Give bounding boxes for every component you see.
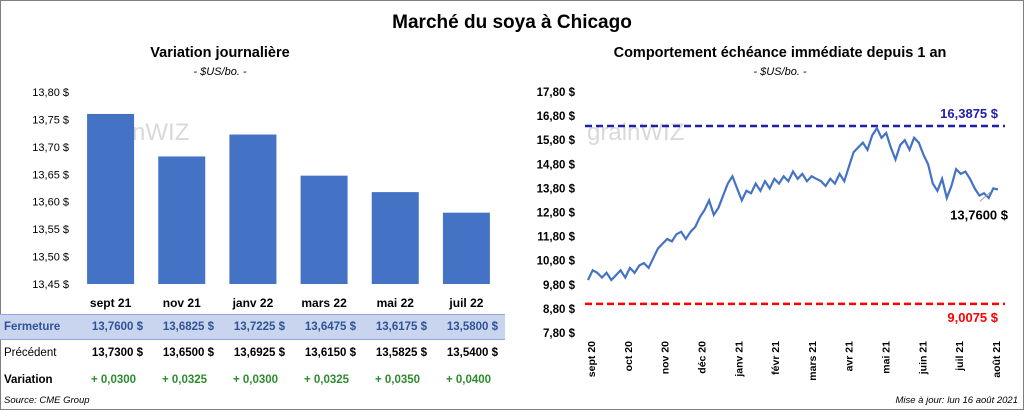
table-cell: 13,6475 $ <box>304 321 356 333</box>
x-tick-label: sept 20 <box>586 341 598 377</box>
y-tick-label: 13,80 $ <box>32 87 69 99</box>
last-value-label: 13,7600 $ <box>950 207 1009 222</box>
table-cell: 13,7225 $ <box>233 321 285 333</box>
table-cell: 13,6925 $ <box>233 347 285 359</box>
table-cell: + 0,0400 <box>445 374 492 386</box>
source-note: Source: CME Group <box>4 395 90 406</box>
x-tick-label: mai 22 <box>377 296 415 310</box>
y-tick-label: 10,80 $ <box>537 256 576 268</box>
x-tick-label: juil 21 <box>954 341 966 372</box>
y-tick-label: 13,70 $ <box>32 142 69 154</box>
x-tick-label: mars 22 <box>301 296 347 310</box>
left-chart-title: Variation journalière <box>150 45 290 61</box>
table-cell: + 0,0300 <box>232 374 279 386</box>
y-tick-label: 17,80 $ <box>537 87 576 99</box>
y-tick-label: 12,80 $ <box>537 208 576 220</box>
x-tick-label: oct 20 <box>623 341 635 372</box>
x-tick-label: juil 22 <box>448 296 483 310</box>
x-tick-label: mai 21 <box>881 341 893 374</box>
table-row-variation: Variation + 0,0300 + 0,0325 + 0,0300 + 0… <box>0 368 505 392</box>
row-label: Variation <box>4 374 53 386</box>
x-tick-label: sept 21 <box>90 296 132 310</box>
row-label: Fermeture <box>4 321 61 333</box>
x-tick-label: févr 21 <box>770 341 782 375</box>
table-cell: 13,6500 $ <box>162 347 214 359</box>
table-cell: 13,5800 $ <box>446 321 498 333</box>
right-chart-unit: - $US/bo. - <box>753 66 807 78</box>
y-tick-label: 7,80 $ <box>543 328 576 340</box>
high-value-label: 16,3875 $ <box>940 106 999 121</box>
y-tick-label: 8,80 $ <box>543 304 576 316</box>
watermark: grainWIZ <box>587 119 684 146</box>
table-cell: + 0,0325 <box>303 374 350 386</box>
x-tick-label: nov 21 <box>163 296 201 310</box>
y-tick-label: 11,80 $ <box>537 232 575 244</box>
table-row-precedent: Précédent 13,7300 $ 13,6500 $ 13,6925 $ … <box>0 341 505 365</box>
y-tick-label: 9,80 $ <box>543 280 576 292</box>
last-value-leader <box>979 191 991 202</box>
bar <box>87 113 135 284</box>
y-tick-label: 13,80 $ <box>537 183 576 195</box>
left-chart-unit: - $US/bo. - <box>193 66 247 78</box>
y-tick-label: 16,80 $ <box>537 111 576 123</box>
table-cell: 13,6150 $ <box>304 347 356 359</box>
x-tick-label: avr 21 <box>844 341 856 372</box>
y-tick-label: 13,60 $ <box>32 197 69 209</box>
table-cell: 13,6825 $ <box>162 321 214 333</box>
y-tick-label: 13,75 $ <box>32 114 69 126</box>
table-cell: 13,7600 $ <box>91 321 143 333</box>
right-chart-title: Comportement échéance immédiate depuis 1… <box>613 45 947 61</box>
table-cell: + 0,0325 <box>161 374 208 386</box>
bar <box>229 134 277 284</box>
bar <box>371 192 419 284</box>
y-tick-label: 14,80 $ <box>537 159 576 171</box>
table-cell: 13,5825 $ <box>375 347 427 359</box>
x-tick-label: mars 21 <box>807 341 819 381</box>
y-tick-label: 13,45 $ <box>32 279 69 291</box>
x-tick-label: déc 20 <box>696 341 708 374</box>
table-cell: 13,7300 $ <box>91 347 143 359</box>
x-tick-label: août 21 <box>991 341 1003 378</box>
bar <box>158 156 206 284</box>
x-tick-label: janv 22 <box>232 296 274 310</box>
update-note: Mise à jour: lun 16 août 2021 <box>895 395 1018 406</box>
row-label: Précédent <box>4 347 57 359</box>
x-tick-label: juin 21 <box>917 341 929 375</box>
table-cell: + 0,0350 <box>374 374 421 386</box>
y-tick-label: 13,65 $ <box>32 169 69 181</box>
low-value-label: 9,0075 $ <box>947 310 998 325</box>
bar-chart: grainWIZ 13,45 $13,50 $13,55 $13,60 $13,… <box>32 87 490 310</box>
line-chart: grainWIZ 7,80 $ 8,80 $ 9,80 $ 10,80 $ 11,80 … <box>537 87 1009 381</box>
bar <box>442 212 490 284</box>
price-series-line <box>587 125 999 282</box>
table-row-fermeture: Fermeture 13,7600 $ 13,6825 $ 13,7225 $ … <box>0 314 505 340</box>
page-title: Marché du soya à Chicago <box>392 12 632 33</box>
x-tick-label: nov 20 <box>660 341 672 374</box>
y-tick-label: 13,55 $ <box>32 224 69 236</box>
table-cell: + 0,0300 <box>90 374 137 386</box>
y-tick-label: 13,50 $ <box>32 252 69 264</box>
x-tick-label: janv 21 <box>733 341 745 378</box>
table-cell: 13,6175 $ <box>375 321 427 333</box>
y-tick-label: 15,80 $ <box>537 135 576 147</box>
bar <box>300 175 348 284</box>
table-cell: 13,5400 $ <box>446 347 498 359</box>
